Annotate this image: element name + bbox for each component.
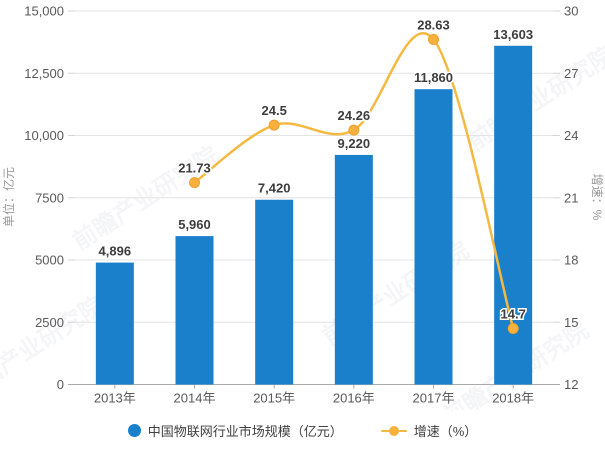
bar-2015年[interactable] (255, 199, 294, 385)
bar-2014年[interactable] (175, 236, 214, 385)
y-axis-right-label: 15 (564, 315, 578, 330)
line-value-label: 21.73 (178, 161, 211, 176)
y-axis-right-label: 18 (564, 253, 578, 268)
y-axis-left-label: 0 (57, 377, 64, 392)
chart-svg: 前瞻产业研究院前瞻产业研究院前瞻产业研究院前瞻产业研究院前瞻产业研究院 0250… (0, 4, 605, 431)
bar-2016年[interactable] (334, 154, 373, 385)
y-axis-left-label: 12,500 (24, 66, 64, 81)
x-axis-label: 2014年 (174, 391, 216, 406)
x-axis-labels: 2013年 2014年 2015年 2016年 2017年 2018年 (94, 391, 534, 406)
data-labels: 4,896 5,960 7,420 9,220 11,860 13,603 21.73 24.… (97, 16, 534, 323)
legend-label-growth: 增速（%） (413, 424, 478, 439)
line-value-label: 28.63 (417, 17, 450, 32)
bar-2017年[interactable] (414, 89, 453, 385)
y-axis-left-label: 2500 (35, 315, 64, 330)
y-axis-right-labels: 12 15 18 21 24 27 30 (564, 4, 578, 393)
y-axis-left-label: 10,000 (24, 128, 64, 143)
left-axis-title: 单位：亿元 (1, 167, 16, 227)
line-point-2015年[interactable] (268, 119, 280, 131)
right-axis-title: 增速：% (590, 174, 604, 221)
x-axis-label: 2015年 (253, 391, 295, 406)
bar-series (95, 45, 533, 385)
bar-value-label: 4,896 (99, 244, 132, 259)
y-axis-right-label: 12 (564, 377, 578, 392)
legend-item-market-size[interactable]: 中国物联网行业市场规模（亿元） (127, 421, 343, 440)
bar-value-label: 9,220 (338, 136, 371, 151)
gridlines (75, 10, 553, 323)
watermark-text: 前瞻产业研究院 (0, 291, 109, 406)
x-axis-label: 2016年 (333, 391, 375, 406)
bar-series-marker-icon (127, 424, 141, 437)
axis-ticks (68, 10, 560, 389)
y-axis-right-label: 21 (564, 190, 578, 205)
line-point-2018年[interactable] (507, 322, 519, 334)
bar-2013年[interactable] (95, 262, 134, 385)
line-point-2016年[interactable] (348, 124, 360, 136)
legend-label-market-size: 中国物联网行业市场规模（亿元） (147, 424, 343, 439)
line-value-label: 24.5 (262, 103, 287, 118)
y-axis-right-label: 24 (564, 128, 578, 143)
y-axis-left-label: 7500 (35, 190, 64, 205)
bar-value-label: 11,860 (414, 70, 453, 85)
y-axis-right-label: 27 (564, 66, 578, 81)
y-axis-left-label: 15,000 (24, 4, 64, 19)
x-axis-label: 2017年 (413, 391, 455, 406)
line-series (189, 32, 519, 334)
legend: 中国物联网行业市场规模（亿元） 增速（%） (0, 421, 605, 440)
growth-line (193, 32, 515, 329)
line-value-label: 14.7 (501, 306, 526, 321)
line-point-2014年[interactable] (189, 177, 200, 189)
line-series-marker-icon (380, 424, 407, 437)
bar-value-label: 7,420 (258, 181, 291, 196)
line-value-label: 24.26 (338, 108, 371, 123)
y-axis-left-label: 5000 (35, 253, 64, 268)
bar-value-label: 5,960 (178, 217, 211, 232)
y-axis-left-labels: 0 2500 5000 7500 10,000 12,500 15,000 (24, 4, 64, 393)
watermark-text: 前瞻产业研究院 (463, 41, 605, 156)
line-point-2017年[interactable] (428, 33, 439, 45)
x-axis-label: 2018年 (492, 391, 534, 406)
x-axis-label: 2013年 (94, 391, 136, 406)
y-axis-right-label: 30 (564, 4, 578, 19)
legend-item-growth[interactable]: 增速（%） (380, 421, 478, 440)
bar-value-label: 13,603 (493, 27, 533, 42)
